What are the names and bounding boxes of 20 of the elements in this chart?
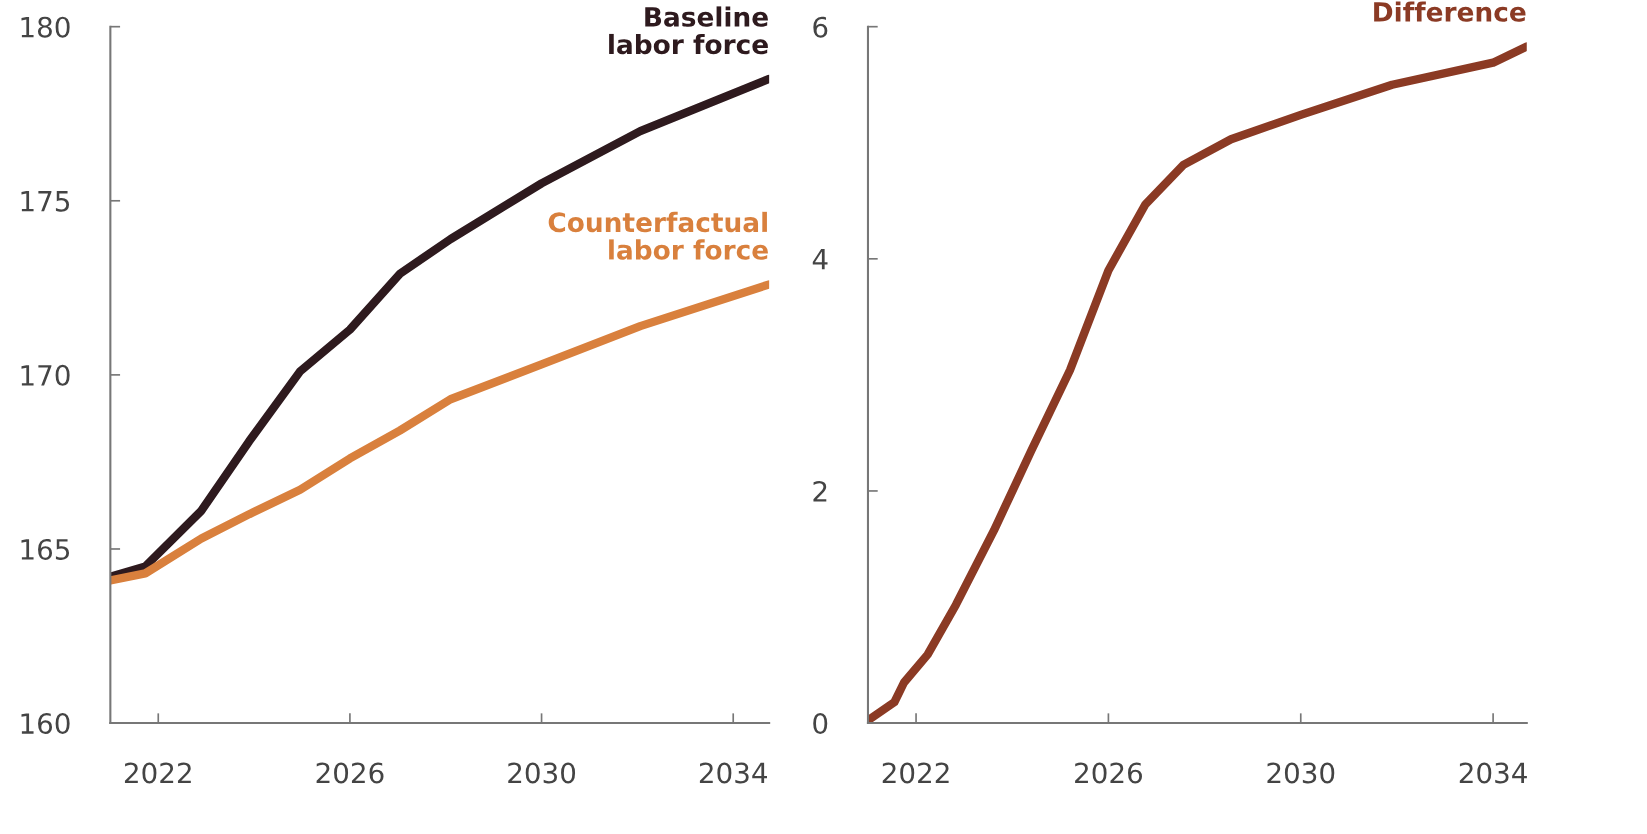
- series-label: Baseline labor force: [609, 6, 768, 55]
- series-label: Counterfactual labor force: [548, 211, 768, 260]
- y-tick-label: 180: [21, 16, 70, 38]
- x-tick-label: 2030: [508, 762, 576, 784]
- x-tick-label: 2034: [699, 762, 767, 784]
- y-tick-label: 6: [813, 16, 828, 38]
- y-tick-label: 0: [813, 713, 828, 735]
- x-tick-label: 2022: [882, 762, 949, 784]
- x-tick-label: 2030: [1267, 762, 1335, 784]
- y-tick-label: 175: [21, 191, 70, 212]
- x-tick-label: 2034: [1459, 762, 1527, 784]
- series-label: Difference: [1374, 1, 1526, 22]
- y-tick-label: 4: [812, 249, 828, 270]
- x-tick-label: 2022: [124, 762, 191, 784]
- y-tick-label: 160: [21, 713, 70, 735]
- y-tick-label: 165: [21, 538, 70, 560]
- x-tick-label: 2026: [1075, 762, 1142, 784]
- y-tick-label: 2: [813, 480, 827, 502]
- y-tick-label: 170: [21, 364, 70, 386]
- x-tick-label: 2026: [316, 762, 384, 784]
